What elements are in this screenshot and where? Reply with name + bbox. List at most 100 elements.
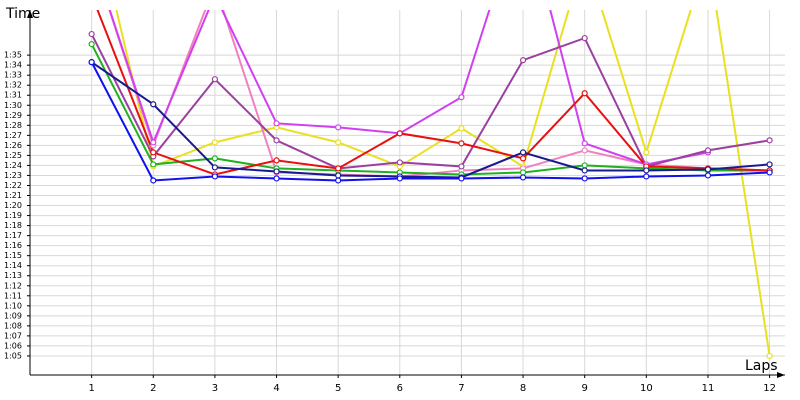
point [581, 147, 588, 154]
x-tick-label: 4 [273, 383, 279, 394]
y-tick-label: 1:27 [4, 131, 22, 140]
point [211, 164, 218, 171]
y-tick-label: 1:09 [4, 311, 22, 320]
y-tick-label: 1:17 [4, 231, 22, 240]
x-tick-label: 10 [640, 383, 653, 394]
point [581, 162, 588, 169]
point [273, 168, 280, 175]
y-tick-label: 1:08 [4, 321, 22, 330]
y-tick-label: 1:10 [4, 301, 22, 310]
series-line [90, 61, 770, 182]
y-tick-label: 1:13 [4, 271, 22, 280]
point [581, 140, 588, 147]
plot-area [88, 10, 773, 360]
point [396, 159, 403, 166]
series-line [90, 43, 770, 176]
point [581, 175, 588, 182]
x-tick-label: 8 [520, 383, 526, 394]
point [519, 155, 527, 162]
point [211, 76, 218, 83]
point [273, 157, 280, 164]
y-tick-label: 1:32 [4, 81, 22, 90]
point [88, 40, 95, 48]
point [150, 177, 157, 184]
y-tick-label: 1:33 [4, 71, 22, 80]
x-tick-label: 1 [88, 383, 94, 394]
x-tick-label: 2 [150, 383, 156, 394]
x-tick-label: 9 [582, 383, 588, 394]
point [88, 30, 95, 38]
point [643, 167, 650, 174]
point [211, 155, 218, 162]
x-tick-label: 7 [458, 383, 464, 394]
y-tick-label: 1:28 [4, 121, 22, 130]
point [581, 90, 588, 97]
y-tick-label: 1:35 [4, 51, 22, 60]
series-line [91, 61, 770, 179]
point [396, 175, 403, 182]
y-tick-label: 1:19 [4, 211, 22, 220]
y-tick-label: 1:26 [4, 141, 22, 150]
point [704, 172, 712, 179]
series-line [96, 10, 770, 176]
y-tick-label: 1:11 [4, 291, 22, 300]
point [766, 352, 773, 360]
point [458, 163, 465, 170]
point [211, 139, 218, 146]
point [581, 167, 588, 174]
series-line [90, 33, 770, 170]
point [458, 125, 465, 132]
y-tick-label: 1:15 [4, 251, 22, 260]
y-tick-label: 1:16 [4, 241, 22, 250]
point [335, 165, 342, 172]
y-tick-label: 1:30 [4, 101, 22, 110]
y-tick-label: 1:25 [4, 151, 22, 160]
y-tick-label: 1:18 [4, 221, 22, 230]
point [581, 34, 588, 42]
point [643, 173, 650, 180]
point [643, 149, 650, 156]
y-arrow [27, 10, 33, 18]
y-tick-label: 1:05 [4, 351, 22, 360]
point [211, 173, 218, 180]
y-tick-label: 1:21 [4, 191, 22, 200]
y-tick-label: 1:31 [4, 91, 22, 100]
y-tick-label: 1:22 [4, 181, 22, 190]
point [150, 161, 157, 168]
y-tick-label: 1:06 [4, 341, 22, 350]
point [88, 59, 95, 66]
y-tick-label: 1:12 [4, 281, 22, 290]
x-axis-label: Laps [745, 358, 778, 374]
x-tick-label: 3 [212, 383, 218, 394]
point [458, 140, 465, 147]
grid: 1:051:061:071:081:091:101:111:121:131:14… [4, 10, 785, 394]
point [150, 149, 157, 156]
point [335, 172, 342, 179]
axes [27, 10, 785, 378]
point [519, 169, 527, 176]
x-tick-label: 12 [763, 383, 776, 394]
point [150, 139, 157, 146]
point [273, 137, 280, 144]
point [458, 175, 465, 182]
point [766, 169, 773, 176]
x-arrow [777, 372, 785, 378]
point [704, 166, 712, 173]
point [273, 120, 280, 127]
series-line [115, 10, 771, 357]
point [150, 101, 157, 108]
point [766, 137, 773, 144]
point [458, 94, 465, 101]
y-axis-label: Time [5, 6, 40, 22]
y-tick-label: 1:29 [4, 111, 22, 120]
y-tick-label: 1:14 [4, 261, 22, 270]
point [519, 149, 527, 156]
x-tick-label: 6 [397, 383, 403, 394]
x-tick-label: 11 [702, 383, 715, 394]
point [335, 177, 342, 184]
y-tick-label: 1:23 [4, 171, 22, 180]
y-tick-label: 1:24 [4, 161, 22, 170]
point [519, 57, 527, 64]
